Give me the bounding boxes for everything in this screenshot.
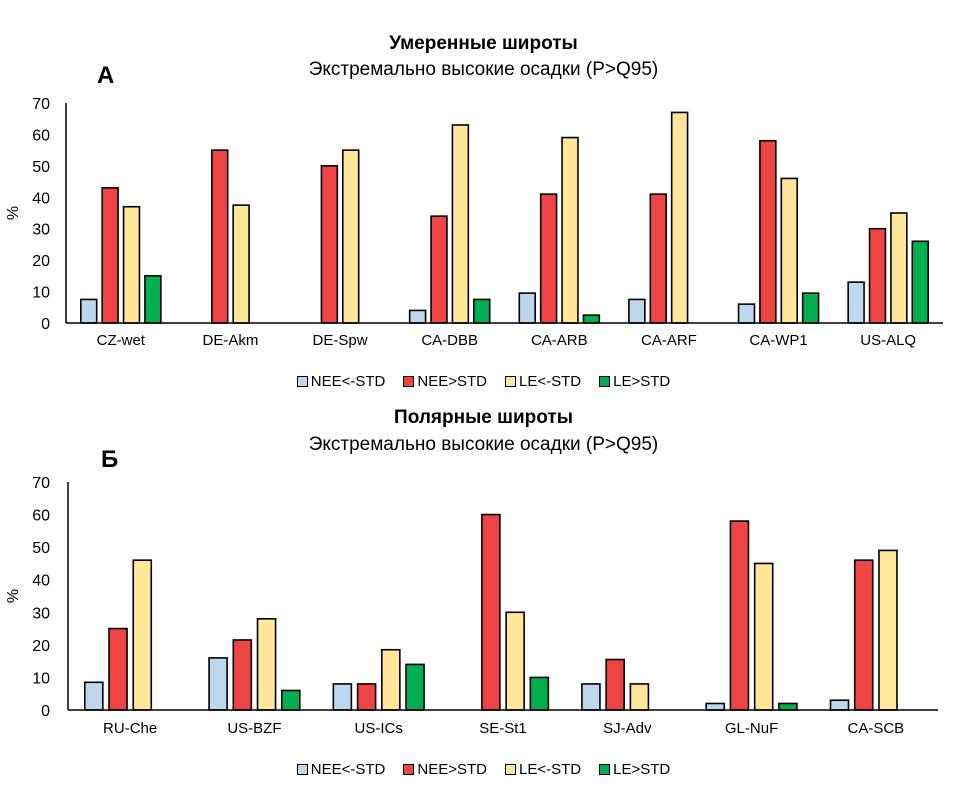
- chart-b-y-tick-label: 70: [32, 475, 50, 492]
- chart-a-legend-swatch: [599, 376, 611, 387]
- chart-a-legend-label: NEE>STD: [417, 373, 487, 390]
- chart-b-x-tick-label: US-BZF: [227, 720, 281, 737]
- chart-a-legend-swatch: [296, 376, 308, 387]
- chart-b-y-tick-label: 20: [32, 638, 50, 655]
- chart-a-x-tick-label: CZ-wet: [97, 332, 146, 349]
- chart-b-plot: 0 10 20 30 40 50 60 70% RU-Che US-BZF US-ICs SE-St1…: [5, 475, 938, 737]
- chart-b-x-tick-label: RU-Che: [103, 720, 157, 737]
- chart-b-bar-US-ICs-NEE>STD: [356, 683, 377, 711]
- chart-a-x-tick-label: CA-DBB: [421, 332, 478, 349]
- chart-b-bar-SE-St1-NEE>STD: [481, 513, 501, 711]
- chart-b-bar-US-ICs-NEE<-STD: [332, 683, 353, 711]
- chart-b-bar-US-BZF-NEE>STD: [232, 639, 253, 711]
- chart-a-y-tick-label: 0: [41, 316, 50, 333]
- chart-b-y-tick-label: 0: [41, 703, 50, 720]
- chart-b-legend-swatch: [505, 764, 516, 775]
- chart-b-bar-SE-St1-LE>STD: [529, 676, 550, 711]
- chart-b-x-tick-label: GL-NuF: [725, 720, 778, 737]
- chart-a-y-tick-label: 50: [32, 159, 50, 176]
- chart-a-y-tick-label: 20: [32, 253, 50, 270]
- chart-a-panel-letter: А: [97, 62, 115, 89]
- chart-b-subtitle: Экстремально высокие осадки (P>Q95): [308, 434, 659, 455]
- chart-a-legend-item: LE>STD: [599, 373, 670, 390]
- chart-a-legend-item: NEE<-STD: [296, 373, 386, 390]
- chart-a-x-tick-label: DE-Spw: [313, 332, 368, 349]
- chart-b-bar-GL-NuF-LE>STD: [778, 702, 798, 711]
- chart-a-x-tick-label: CA-WP1: [749, 332, 807, 349]
- chart-b-bar-SJ-Adv-NEE<-STD: [581, 683, 601, 711]
- chart-b-bar-CA-SCB-NEE>STD: [853, 559, 874, 711]
- chart-b-legend: NEE<-STD NEE>STD LE<-STD LE>STD: [0, 761, 967, 778]
- chart-a-title: Умеренные широты: [389, 33, 578, 54]
- chart-b-bar-US-BZF-LE<-STD: [256, 617, 277, 711]
- chart-b-x-tick-label: CA-SCB: [848, 720, 905, 737]
- chart-a-legend: NEE<-STD NEE>STD LE<-STD LE>STD: [0, 373, 967, 390]
- chart-a-y-tick-label: 70: [32, 96, 50, 113]
- chart-b-bar-SE-St1-LE<-STD: [505, 611, 525, 711]
- chart-b-bar-GL-NuF-NEE>STD: [729, 520, 750, 711]
- chart-a-y-tick-label: 30: [32, 222, 50, 239]
- chart-b-y-tick-label: 10: [32, 670, 50, 687]
- chart-a-legend-item: NEE>STD: [403, 373, 487, 390]
- chart-b-bar-US-ICs-LE>STD: [405, 663, 425, 711]
- chart-b-legend-item: NEE>STD: [403, 761, 487, 778]
- chart-b-y-tick-label: 30: [32, 605, 50, 622]
- chart-b-y-tick-label: 60: [32, 508, 50, 525]
- chart-b-x-tick-label: US-ICs: [355, 720, 403, 737]
- chart-b-x-tick-label: SE-St1: [479, 720, 527, 737]
- chart-b-legend-swatch: [403, 764, 415, 775]
- chart-a-legend-item: LE<-STD: [505, 373, 581, 390]
- chart-b-bar-US-BZF-NEE<-STD: [208, 657, 228, 711]
- chart-b-legend-label: NEE<-STD: [310, 761, 386, 778]
- chart-b-bar-US-BZF-LE>STD: [280, 689, 301, 711]
- chart-b-legend-label: LE<-STD: [519, 761, 582, 778]
- chart-a-y-tick-label: 60: [32, 127, 50, 144]
- chart-b-bar-US-ICs-LE<-STD: [381, 648, 401, 711]
- chart-b-panel-letter: Б: [101, 446, 119, 473]
- chart-b-x-tick-label: SJ-Adv: [603, 720, 652, 737]
- chart-a-legend-label: NEE<-STD: [310, 373, 386, 390]
- chart-b-bar-SJ-Adv-NEE>STD: [605, 658, 625, 711]
- chart-b-bar-SJ-Adv-LE<-STD: [629, 683, 650, 711]
- chart-a-y-tick-label: 40: [32, 190, 50, 207]
- chart-b-legend-label: NEE>STD: [417, 761, 487, 778]
- chart-b-legend-item: NEE<-STD: [296, 761, 386, 778]
- chart-b-legend-swatch: [599, 764, 611, 775]
- chart-b-bar-CA-SCB-NEE<-STD: [829, 699, 850, 711]
- chart-a-legend-swatch: [403, 376, 415, 387]
- chart-b-bar-RU-Che-LE<-STD: [132, 559, 153, 711]
- chart-b-y-axis-label: %: [5, 589, 22, 603]
- chart-a-x-tick-label: US-ALQ: [860, 332, 916, 349]
- chart-b-legend-item: LE<-STD: [505, 761, 581, 778]
- chart-a-x-tick-label: CA-ARF: [641, 332, 697, 349]
- chart-a-y-axis-label: %: [5, 206, 22, 220]
- chart-b-bar-GL-NuF-LE<-STD: [753, 562, 774, 711]
- chart-a-legend-label: LE>STD: [613, 373, 671, 390]
- chart-a-plot: 0 10 20 30 40 50 60 70% CZ-wet DE-Akm DE-Spw CA-DBB…: [5, 96, 943, 349]
- chart-b-y-tick-label: 40: [32, 573, 50, 590]
- chart-a-x-tick-label: CA-ARB: [531, 332, 588, 349]
- chart-b-legend-label: LE>STD: [613, 761, 671, 778]
- chart-a-legend-label: LE<-STD: [519, 373, 582, 390]
- chart-a-legend-swatch: [505, 376, 516, 387]
- chart-a-subtitle: Экстремально высокие осадки (P>Q95): [308, 59, 659, 80]
- chart-b-y-tick-label: 50: [32, 540, 50, 557]
- chart-b-bar-RU-Che-NEE<-STD: [83, 681, 104, 711]
- chart-b-legend-item: LE>STD: [599, 761, 670, 778]
- chart-b-title: Полярные широты: [394, 407, 573, 428]
- chart-a-x-tick-label: DE-Akm: [203, 332, 259, 349]
- chart-b-bar-GL-NuF-NEE<-STD: [705, 702, 726, 711]
- chart-a-y-tick-label: 10: [32, 285, 50, 302]
- chart-b-bar-CA-SCB-LE<-STD: [878, 549, 898, 711]
- chart-b-bar-RU-Che-NEE>STD: [108, 627, 128, 711]
- chart-b-legend-swatch: [296, 764, 308, 775]
